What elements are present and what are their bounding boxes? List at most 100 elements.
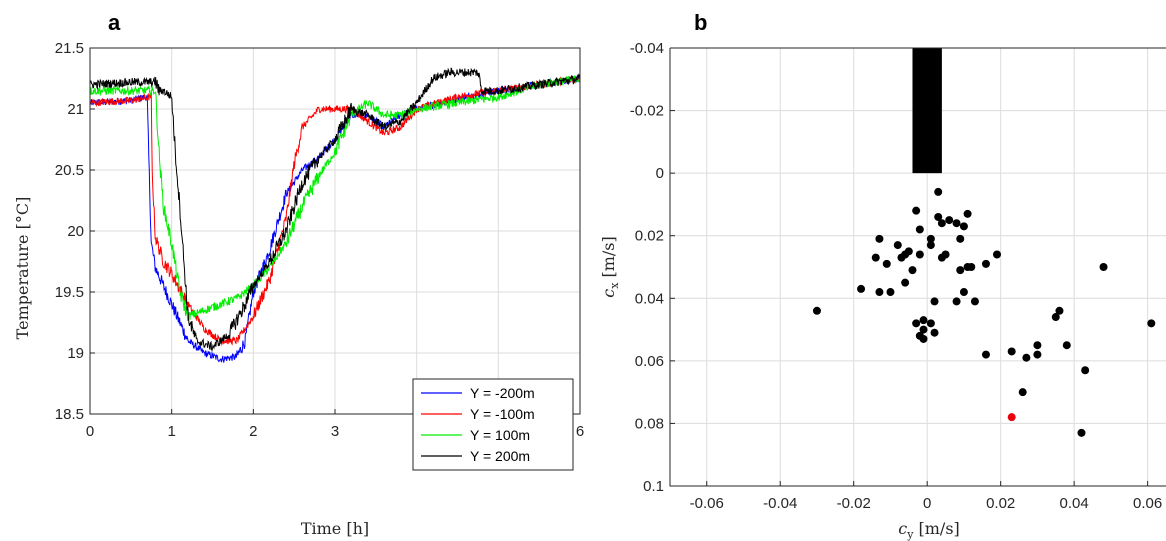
xlabel-sub: y [906, 528, 914, 541]
scatter-point [1007, 347, 1016, 356]
series-line-3 [90, 75, 580, 321]
y-tick-label: 0.06 [635, 353, 664, 370]
scatter-point [908, 266, 917, 275]
scatter-point [930, 328, 939, 337]
scatter-point [882, 259, 891, 268]
scatter-point [897, 253, 906, 262]
scatter-point [1081, 366, 1090, 375]
scatter-point [926, 234, 935, 243]
x-tick-label: 0 [86, 423, 94, 440]
panel-b-label: b [694, 10, 707, 35]
scatter-point [956, 266, 965, 275]
scatter-point [959, 288, 968, 297]
mean-bar [912, 48, 942, 174]
scatter-point [1033, 350, 1042, 359]
highlight-point [1007, 413, 1016, 422]
x-tick-label: -0.06 [690, 495, 724, 512]
ylabel-unit: [m/s] [599, 236, 618, 282]
scatter-point [919, 334, 928, 343]
scatter-point [919, 325, 928, 334]
panel-a-xlabel: Time [h] [301, 519, 369, 538]
panel-b-marks [812, 48, 1156, 437]
y-tick-label: 18.5 [55, 406, 84, 423]
scatter-point [1062, 341, 1071, 350]
x-tick-label: 0.04 [1060, 495, 1089, 512]
panel-a-legend: Y = -200m Y = -100m Y = 100m Y = 200m [412, 378, 574, 471]
panel-a-ylabel: Temperature [°C] [13, 197, 32, 340]
scatter-point [926, 241, 935, 250]
scatter-point [992, 250, 1001, 259]
x-tick-label: 6 [576, 423, 584, 440]
scatter-point [970, 297, 979, 306]
scatter-point [875, 288, 884, 297]
scatter-point [1077, 428, 1086, 437]
scatter-point [875, 234, 884, 243]
scatter-point [912, 206, 921, 215]
scatter-point [956, 234, 965, 243]
x-tick-label: 0.06 [1133, 495, 1162, 512]
y-tick-label: 0.1 [643, 478, 664, 495]
x-tick-label: 2 [249, 423, 257, 440]
xlabel-main: c [898, 519, 907, 538]
scatter-point [857, 284, 866, 293]
series-line-4 [90, 67, 580, 353]
scatter-point [1051, 313, 1060, 322]
scatter-point [915, 225, 924, 234]
panel-b-ticks: -0.06 -0.04 -0.02 0 0.02 0.04 0.06 -0.04 -0.02 0 0… [630, 40, 1162, 512]
scatter-point [930, 297, 939, 306]
scatter-point [812, 306, 821, 315]
scatter-point [1147, 319, 1156, 328]
scatter-point [937, 253, 946, 262]
legend-entry: Y = -200m [470, 385, 535, 401]
scatter-point [967, 263, 976, 271]
legend-entry: Y = 200m [470, 448, 530, 464]
legend-entry: Y = -100m [470, 406, 535, 422]
y-tick-label: 0.02 [635, 228, 664, 245]
scatter-point [937, 219, 946, 228]
panel-b-grid [670, 48, 1166, 486]
scatter-point [981, 259, 990, 268]
scatter-point [1018, 388, 1027, 397]
scatter-point [1022, 353, 1031, 362]
scatter-point [919, 316, 928, 325]
legend-box [412, 378, 574, 471]
scatter-point [871, 253, 880, 262]
x-tick-label: 3 [331, 423, 339, 440]
scatter-point [886, 288, 895, 297]
panel-b: -0.06 -0.04 -0.02 0 0.02 0.04 0.06 -0.04 -0.02 0 0… [599, 10, 1166, 541]
x-tick-label: 0.02 [986, 495, 1015, 512]
scatter-point [901, 278, 910, 287]
scatter-point [1055, 306, 1064, 315]
ylabel-sub: x [608, 282, 621, 289]
panel-a-lines [90, 67, 580, 364]
scatter-point [952, 219, 961, 228]
scatter-point [912, 319, 921, 328]
y-tick-label: 21 [67, 101, 84, 118]
y-tick-label: 20 [67, 223, 84, 240]
scatter-point [915, 250, 924, 259]
scatter-point [963, 209, 972, 218]
ylabel-main: c [599, 289, 618, 298]
x-tick-label: 0 [923, 495, 931, 512]
scatter-point [981, 350, 990, 359]
panel-b-ylabel: cx [m/s] [599, 236, 621, 298]
x-tick-label: -0.04 [763, 495, 797, 512]
y-tick-label: 21.5 [55, 40, 84, 57]
scatter-point [1099, 263, 1108, 271]
scatter-point [945, 216, 954, 225]
y-tick-label: 0 [656, 165, 664, 182]
y-tick-label: 19.5 [55, 284, 84, 301]
y-tick-label: -0.04 [630, 40, 664, 57]
panel-a-label: a [108, 10, 121, 35]
x-tick-label: -0.02 [837, 495, 871, 512]
scatter-point [959, 222, 968, 231]
y-tick-label: 0.08 [635, 415, 664, 432]
y-tick-label: -0.02 [630, 103, 664, 120]
scatter-point [934, 212, 943, 221]
x-tick-label: 1 [167, 423, 175, 440]
scatter-point [1033, 341, 1042, 350]
scatter-point [893, 241, 902, 250]
y-tick-label: 0.04 [635, 290, 664, 307]
